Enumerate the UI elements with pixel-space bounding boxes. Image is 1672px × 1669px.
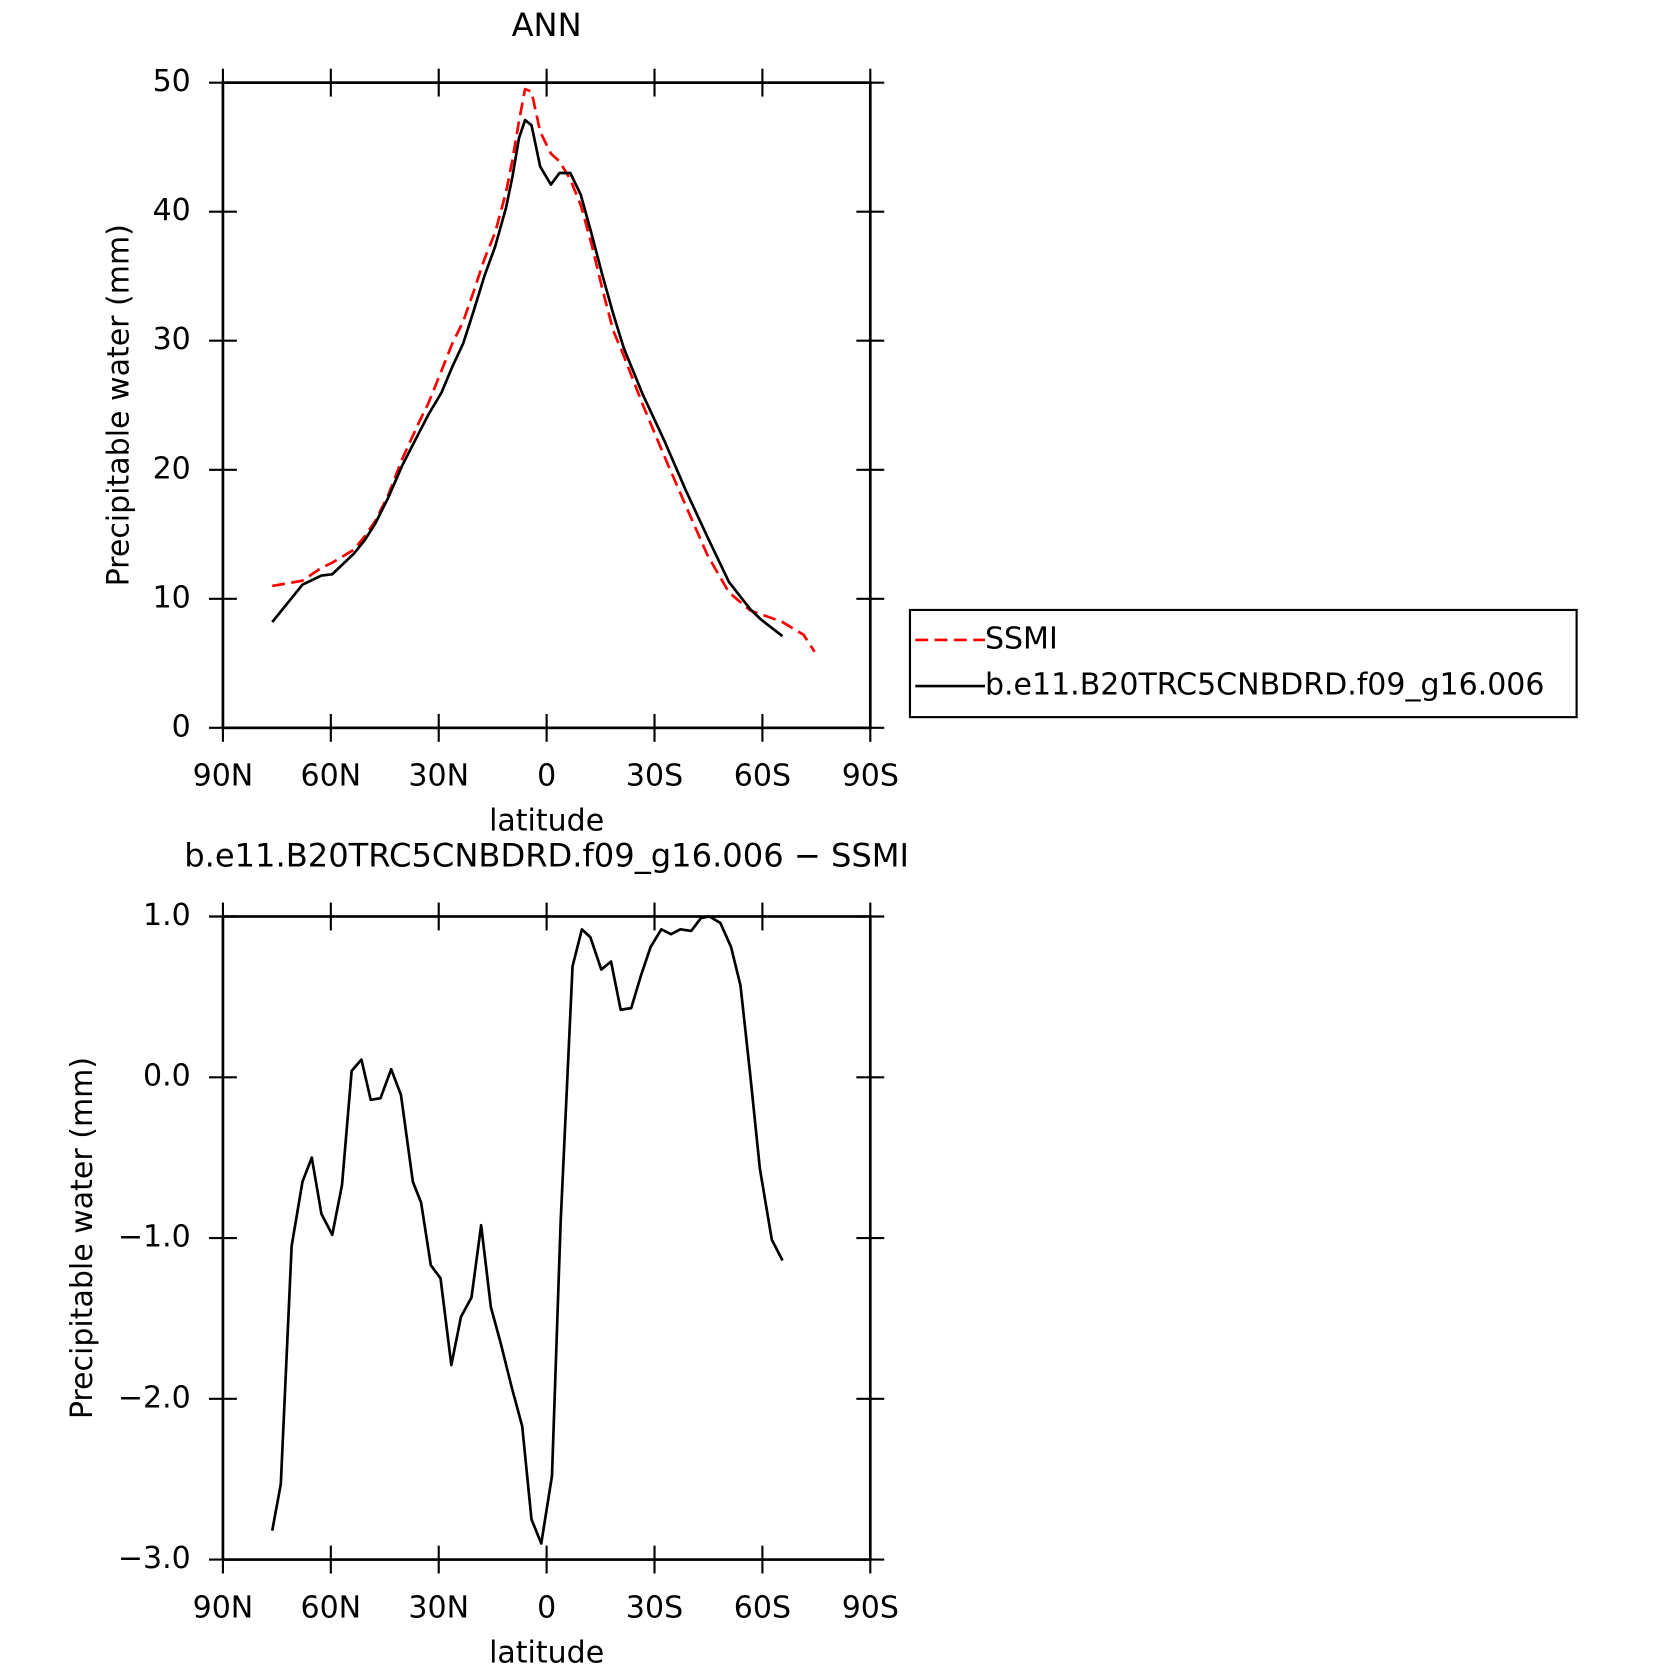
legend-box [908,608,1578,719]
y-tick-label: 0.0 [143,1059,191,1094]
x-tick-label: 30S [626,1590,683,1625]
y-tick-label: −1.0 [118,1220,191,1255]
x-tick-label: 30N [408,759,469,794]
chart-title: ANN [512,6,582,44]
y-tick-label: −2.0 [118,1380,191,1415]
y-tick-label: −3.0 [118,1541,191,1576]
x-tick-label: 0 [537,759,556,794]
x-axis-label: latitude [489,1635,604,1669]
x-tick-label: 90N [193,1590,254,1625]
y-tick-label: 0 [172,709,191,744]
y-tick-label: 10 [153,580,191,615]
plot-frame [221,81,872,730]
y-tick-label: 1.0 [143,898,191,933]
x-tick-label: 30N [408,1590,469,1625]
x-tick-label: 30S [626,759,683,794]
y-axis-label: Precipitable water (mm) [102,224,137,586]
y-axis-label: Precipitable water (mm) [65,1057,100,1419]
x-tick-label: 60N [301,1590,362,1625]
y-tick-label: 40 [153,193,191,228]
x-tick-label: 90N [193,759,254,794]
plot-frame [221,915,872,1561]
y-tick-label: 20 [153,451,191,486]
data-line [270,915,784,1545]
x-tick-label: 60N [301,759,362,794]
x-axis-label: latitude [489,804,604,839]
x-tick-label: 90S [842,1590,899,1625]
x-tick-label: 60S [734,759,791,794]
y-tick-label: 30 [153,322,191,357]
data-line [271,118,784,638]
chart-title: b.e11.B20TRC5CNBDRD.f09_g16.006 − SSMI [184,837,909,875]
x-tick-label: 90S [842,759,899,794]
x-tick-label: 0 [537,1590,556,1625]
x-tick-label: 60S [734,1590,791,1625]
legend-label: SSMI [985,621,1058,656]
y-tick-label: 50 [153,64,191,99]
legend-label: b.e11.B20TRC5CNBDRD.f09_g16.006 [985,668,1545,703]
